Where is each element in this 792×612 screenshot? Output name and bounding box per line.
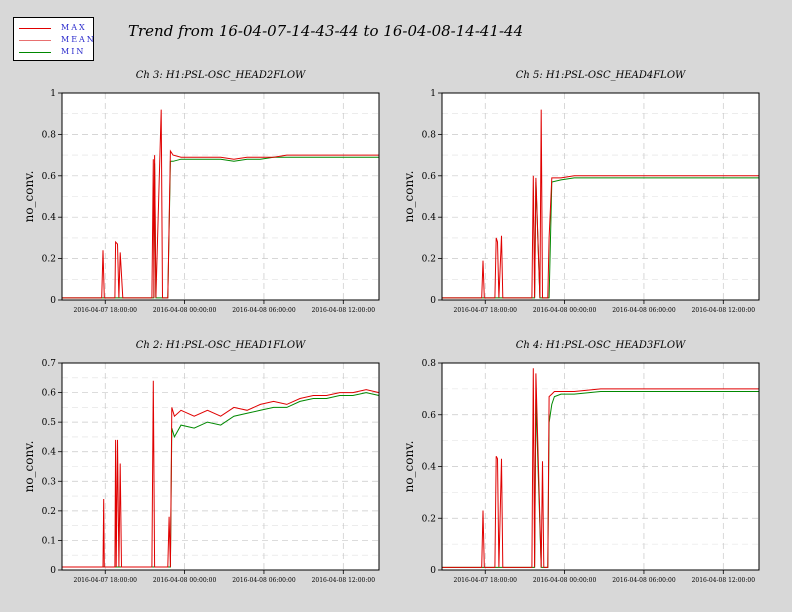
xtick-label-3-0: 2016-04-07 18:00:00 (454, 577, 518, 584)
ytick-label-3-2: 0.4 (422, 463, 437, 473)
legend-label-mean: MEAN (61, 35, 96, 44)
main-title: Trend from 16-04-07-14-43-44 to 16-04-08… (128, 22, 524, 40)
xtick-label-1-0: 2016-04-07 18:00:00 (454, 307, 518, 314)
xtick-label-0-1: 2016-04-08 00:00:00 (153, 307, 217, 314)
xtick-label-3-2: 2016-04-08 06:00:00 (612, 577, 676, 584)
ytick-label-1-4: 0.8 (422, 130, 437, 140)
ytick-label-1-3: 0.6 (422, 172, 437, 182)
ytick-label-0-5: 1 (50, 89, 56, 99)
legend-item-max: MAX (17, 23, 95, 35)
panel-title-3: Ch 4: H1:PSL-OSC_HEAD3FLOW (516, 340, 686, 351)
legend-label-max: MAX (61, 23, 87, 32)
xtick-label-0-3: 2016-04-08 12:00:00 (312, 307, 376, 314)
legend-label-min: MIN (61, 47, 86, 56)
xtick-label-2-3: 2016-04-08 12:00:00 (312, 577, 376, 584)
xtick-label-3-1: 2016-04-08 00:00:00 (533, 577, 597, 584)
legend-item-mean: MEAN (17, 35, 95, 47)
ytick-label-2-6: 0.6 (42, 389, 57, 399)
ytick-label-0-3: 0.6 (42, 172, 57, 182)
ytick-label-2-4: 0.4 (42, 448, 57, 458)
legend-box: MAX MEAN MIN (13, 17, 94, 61)
ytick-label-3-4: 0.8 (422, 359, 437, 369)
ytick-label-1-5: 1 (430, 89, 436, 99)
xtick-label-1-3: 2016-04-08 12:00:00 (692, 307, 756, 314)
ytick-label-2-5: 0.5 (42, 418, 57, 428)
plot-border-3 (441, 362, 760, 571)
series-line-max-3 (442, 368, 759, 568)
xtick-label-3-3: 2016-04-08 12:00:00 (692, 577, 756, 584)
xtick-label-2-0: 2016-04-07 18:00:00 (74, 577, 138, 584)
series-line-max-0 (62, 109, 379, 299)
plot-border-0 (61, 92, 380, 301)
legend-swatch-min (19, 52, 51, 53)
ytick-label-3-0: 0 (430, 566, 436, 576)
xtick-label-2-2: 2016-04-08 06:00:00 (232, 577, 296, 584)
xtick-label-1-1: 2016-04-08 00:00:00 (533, 307, 597, 314)
ytick-label-1-0: 0 (430, 296, 436, 306)
ytick-label-2-2: 0.2 (42, 507, 56, 517)
panel-title-2: Ch 2: H1:PSL-OSC_HEAD1FLOW (136, 340, 306, 351)
panel-title-1: Ch 5: H1:PSL-OSC_HEAD4FLOW (516, 70, 686, 81)
ytick-label-0-2: 0.4 (42, 213, 57, 223)
ytick-label-1-1: 0.2 (422, 255, 436, 265)
xtick-label-0-2: 2016-04-08 06:00:00 (232, 307, 296, 314)
xtick-label-0-0: 2016-04-07 18:00:00 (74, 307, 138, 314)
legend-swatch-max (19, 28, 51, 29)
ytick-label-2-0: 0 (50, 566, 56, 576)
ytick-label-0-4: 0.8 (42, 130, 57, 140)
ytick-label-2-7: 0.7 (42, 359, 57, 369)
plot-area-0 (62, 93, 379, 300)
ytick-label-3-3: 0.6 (422, 411, 437, 421)
plot-area-3 (442, 363, 759, 570)
ylabel-0: no_conv. (22, 171, 36, 223)
ytick-label-1-2: 0.4 (422, 213, 437, 223)
plot-border-2 (61, 362, 380, 571)
ytick-label-2-3: 0.3 (42, 477, 57, 487)
series-line-max-1 (442, 109, 759, 299)
panel-title-0: Ch 3: H1:PSL-OSC_HEAD2FLOW (136, 70, 306, 81)
ylabel-1: no_conv. (402, 171, 416, 223)
xtick-label-1-2: 2016-04-08 06:00:00 (612, 307, 676, 314)
plot-border-1 (441, 92, 760, 301)
series-line-max-2 (62, 380, 380, 568)
xtick-label-2-1: 2016-04-08 00:00:00 (153, 577, 217, 584)
ytick-label-3-1: 0.2 (422, 514, 436, 524)
ylabel-3: no_conv. (402, 441, 416, 493)
legend-swatch-mean (19, 40, 51, 41)
plot-area-1 (442, 93, 759, 300)
ylabel-2: no_conv. (22, 441, 36, 493)
ytick-label-2-1: 0.1 (42, 536, 56, 546)
ytick-label-0-1: 0.2 (42, 255, 56, 265)
legend-item-min: MIN (17, 47, 95, 59)
ytick-label-0-0: 0 (50, 296, 56, 306)
